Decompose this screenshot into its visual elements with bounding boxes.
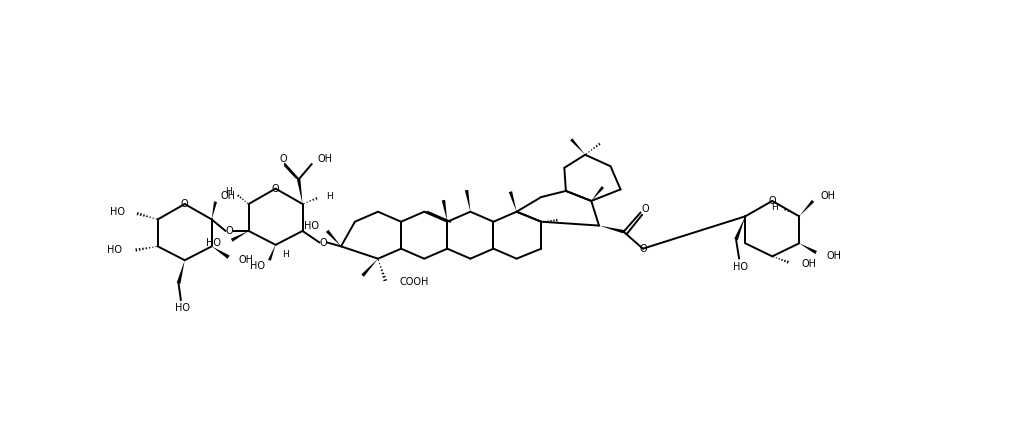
Text: OH: OH xyxy=(820,191,836,201)
Text: H: H xyxy=(225,187,231,196)
Text: H: H xyxy=(771,203,778,211)
Polygon shape xyxy=(734,216,745,240)
Text: O: O xyxy=(225,226,233,236)
Text: HO: HO xyxy=(304,221,319,232)
Text: HO: HO xyxy=(110,207,125,217)
Text: O: O xyxy=(280,153,287,164)
Polygon shape xyxy=(442,200,447,222)
Text: O: O xyxy=(769,196,776,206)
Polygon shape xyxy=(464,190,470,212)
Polygon shape xyxy=(231,231,248,242)
Polygon shape xyxy=(799,200,814,216)
Polygon shape xyxy=(591,186,604,201)
Text: HO: HO xyxy=(174,303,190,313)
Text: O: O xyxy=(272,184,280,194)
Text: HO: HO xyxy=(106,245,122,255)
Text: OH: OH xyxy=(221,191,236,201)
Polygon shape xyxy=(799,243,817,254)
Polygon shape xyxy=(268,245,276,261)
Polygon shape xyxy=(361,259,378,277)
Text: O: O xyxy=(642,204,649,214)
Text: OH: OH xyxy=(317,154,333,164)
Polygon shape xyxy=(509,191,516,212)
Text: OH: OH xyxy=(801,259,816,269)
Text: H: H xyxy=(325,192,333,201)
Text: COOH: COOH xyxy=(400,277,429,287)
Text: H: H xyxy=(282,250,289,259)
Polygon shape xyxy=(212,246,229,259)
Polygon shape xyxy=(325,230,341,246)
Text: HO: HO xyxy=(206,238,221,248)
Text: O: O xyxy=(319,238,328,248)
Text: OH: OH xyxy=(238,255,254,265)
Polygon shape xyxy=(297,179,302,204)
Text: O: O xyxy=(180,199,189,209)
Polygon shape xyxy=(212,201,217,219)
Polygon shape xyxy=(176,260,185,284)
Text: OH: OH xyxy=(826,251,842,261)
Polygon shape xyxy=(570,138,585,155)
Text: O: O xyxy=(639,244,647,254)
Text: HO: HO xyxy=(249,261,265,271)
Text: HO: HO xyxy=(733,262,748,272)
Polygon shape xyxy=(599,225,624,233)
